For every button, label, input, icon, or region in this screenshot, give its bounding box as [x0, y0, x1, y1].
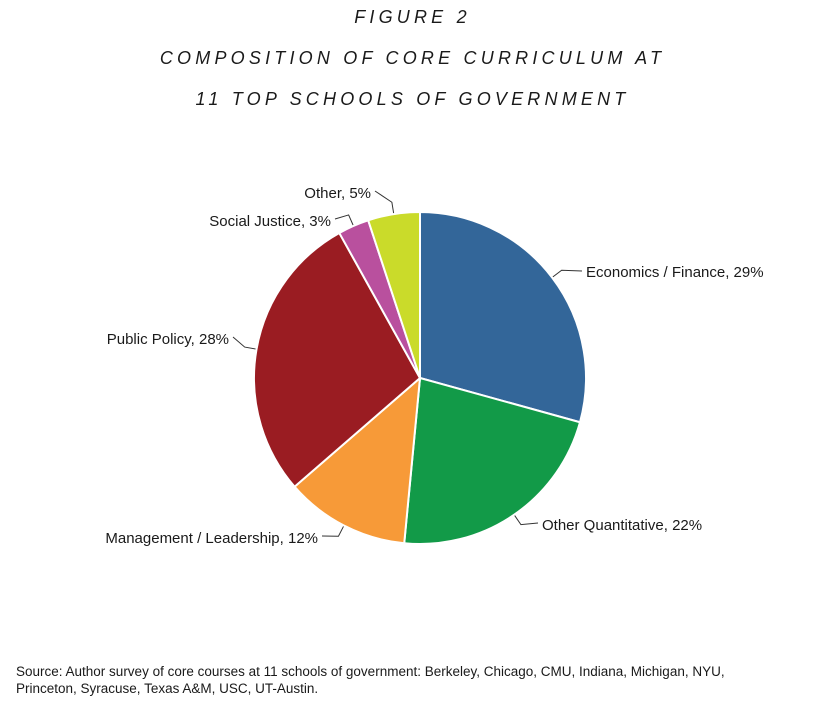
leader-line-other — [374, 190, 395, 214]
leader-line-social-justice — [334, 214, 354, 226]
leader-line-other-quantitative — [514, 515, 539, 526]
pie-slice-economics-finance — [419, 211, 587, 424]
slice-label-social-justice: Social Justice, 3% — [209, 213, 331, 230]
pie-slices — [253, 211, 587, 545]
slice-label-other-quantitative: Other Quantitative, 22% — [542, 517, 702, 534]
source-line-2: Princeton, Syracuse, Texas A&M, USC, UT-… — [16, 681, 319, 696]
slice-labels: Economics / Finance, 29% Other Quantitat… — [105, 185, 763, 547]
pie-slice-other-quantitative — [403, 377, 581, 545]
pie-chart: Economics / Finance, 29% Other Quantitat… — [105, 185, 763, 547]
source-note: Source: Author survey of core courses at… — [16, 663, 816, 697]
pie-slice-other — [367, 211, 421, 379]
leader-line-management-leadership — [321, 526, 344, 537]
chart-title-line-1: COMPOSITION OF CORE CURRICULUM AT — [159, 48, 666, 68]
figure-label: FIGURE 2 — [354, 7, 471, 27]
slice-label-management-leadership: Management / Leadership, 12% — [105, 530, 318, 547]
pie-slice-public-policy — [253, 231, 421, 488]
pie-slice-management-leadership — [293, 377, 421, 545]
source-line-1: Source: Author survey of core courses at… — [16, 664, 725, 679]
leader-line-economics-finance — [552, 269, 583, 278]
chart-title-line-2: 11 TOP SCHOOLS OF GOVERNMENT — [195, 89, 630, 109]
slice-label-economics-finance: Economics / Finance, 29% — [586, 264, 764, 281]
leader-line-public-policy — [232, 336, 256, 350]
slice-label-public-policy: Public Policy, 28% — [107, 331, 229, 348]
slice-label-other: Other, 5% — [304, 185, 371, 202]
leader-lines — [232, 190, 583, 537]
